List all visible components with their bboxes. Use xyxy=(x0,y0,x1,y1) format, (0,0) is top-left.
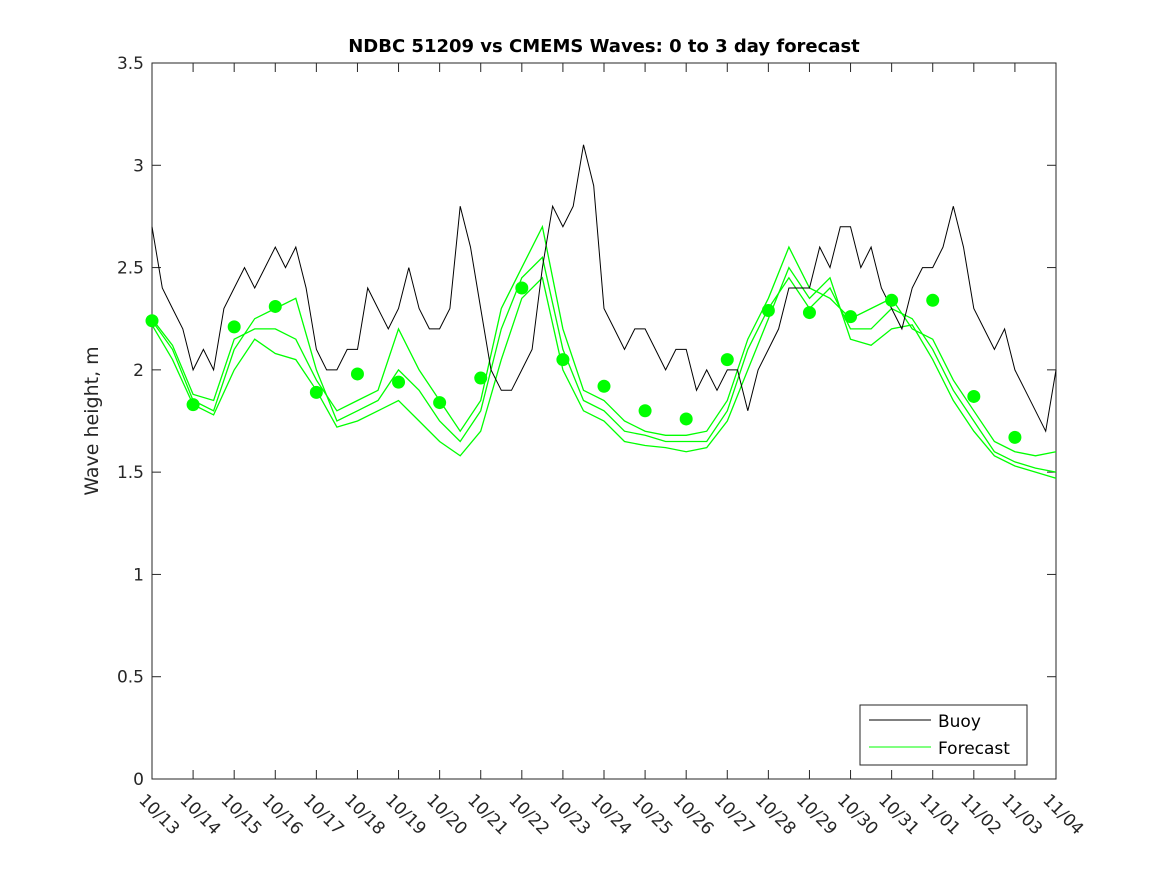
x-tick-label: 10/29 xyxy=(792,790,841,839)
y-tick-label: 0.5 xyxy=(117,668,144,688)
x-tick-label: 10/19 xyxy=(381,790,430,839)
x-tick-label: 10/31 xyxy=(874,790,923,839)
x-tick-label: 10/17 xyxy=(299,790,348,839)
x-tick-label: 11/01 xyxy=(915,790,964,839)
y-tick-label: 3.5 xyxy=(117,54,144,74)
forecast-line-2 xyxy=(151,224,1057,457)
forecast-line-1 xyxy=(151,266,1057,479)
forecast-marker xyxy=(309,385,323,399)
forecast-marker xyxy=(1008,430,1022,444)
x-tick-label: 10/14 xyxy=(176,790,225,839)
x-tick-label: 10/30 xyxy=(833,790,882,839)
forecast-marker xyxy=(926,293,940,307)
forecast-marker xyxy=(392,375,406,389)
forecast-marker xyxy=(679,412,693,426)
forecast-marker xyxy=(720,353,734,367)
forecast-marker xyxy=(433,396,447,410)
x-tick-label: 10/16 xyxy=(258,790,307,839)
x-tick-label: 10/25 xyxy=(628,790,677,839)
forecast-marker xyxy=(268,299,282,313)
x-tick-label: 10/20 xyxy=(422,790,471,839)
y-tick-label: 2.5 xyxy=(117,259,144,279)
forecast-marker xyxy=(844,310,858,324)
forecast-marker xyxy=(186,398,200,412)
legend-buoy-label: Buoy xyxy=(938,712,981,732)
y-tick-label: 2 xyxy=(133,361,144,381)
x-tick-label: 10/28 xyxy=(751,790,800,839)
forecast-marker xyxy=(556,353,570,367)
forecast-marker xyxy=(227,320,241,334)
x-tick-label: 10/22 xyxy=(504,790,553,839)
x-tick-label: 10/27 xyxy=(710,790,759,839)
forecast-marker xyxy=(967,389,981,403)
forecast-marker xyxy=(515,281,529,295)
legend: Buoy Forecast xyxy=(859,704,1028,766)
forecast-marker xyxy=(597,379,611,393)
x-tick-label: 10/26 xyxy=(669,790,718,839)
y-axis-label: Wave height, m xyxy=(81,346,103,495)
x-tick-label: 10/24 xyxy=(586,790,635,839)
legend-forecast-label: Forecast xyxy=(938,739,1010,759)
forecast-marker xyxy=(638,404,652,418)
buoy-line xyxy=(151,144,1057,433)
forecast-marker xyxy=(885,293,899,307)
x-tick-label: 10/21 xyxy=(463,790,512,839)
x-tick-label: 11/02 xyxy=(956,790,1005,839)
x-tick-label: 10/18 xyxy=(340,790,389,839)
x-tick-label: 10/13 xyxy=(134,790,183,839)
chart-title: NDBC 51209 vs CMEMS Waves: 0 to 3 day fo… xyxy=(348,36,860,57)
y-tick-label: 0 xyxy=(133,770,144,790)
forecast-marker xyxy=(474,371,488,385)
x-tick-label: 11/04 xyxy=(1038,790,1087,839)
x-tick-label: 10/23 xyxy=(545,790,594,839)
y-tick-label: 1 xyxy=(133,565,144,585)
y-tick-label: 1.5 xyxy=(117,463,144,483)
forecast-marker xyxy=(761,304,775,318)
forecast-marker xyxy=(802,306,816,320)
y-tick-label: 3 xyxy=(133,156,144,176)
x-tick-label: 10/15 xyxy=(217,790,266,839)
forecast-marker xyxy=(350,367,364,381)
x-tick-label: 11/03 xyxy=(997,790,1046,839)
forecast-marker xyxy=(145,314,159,328)
